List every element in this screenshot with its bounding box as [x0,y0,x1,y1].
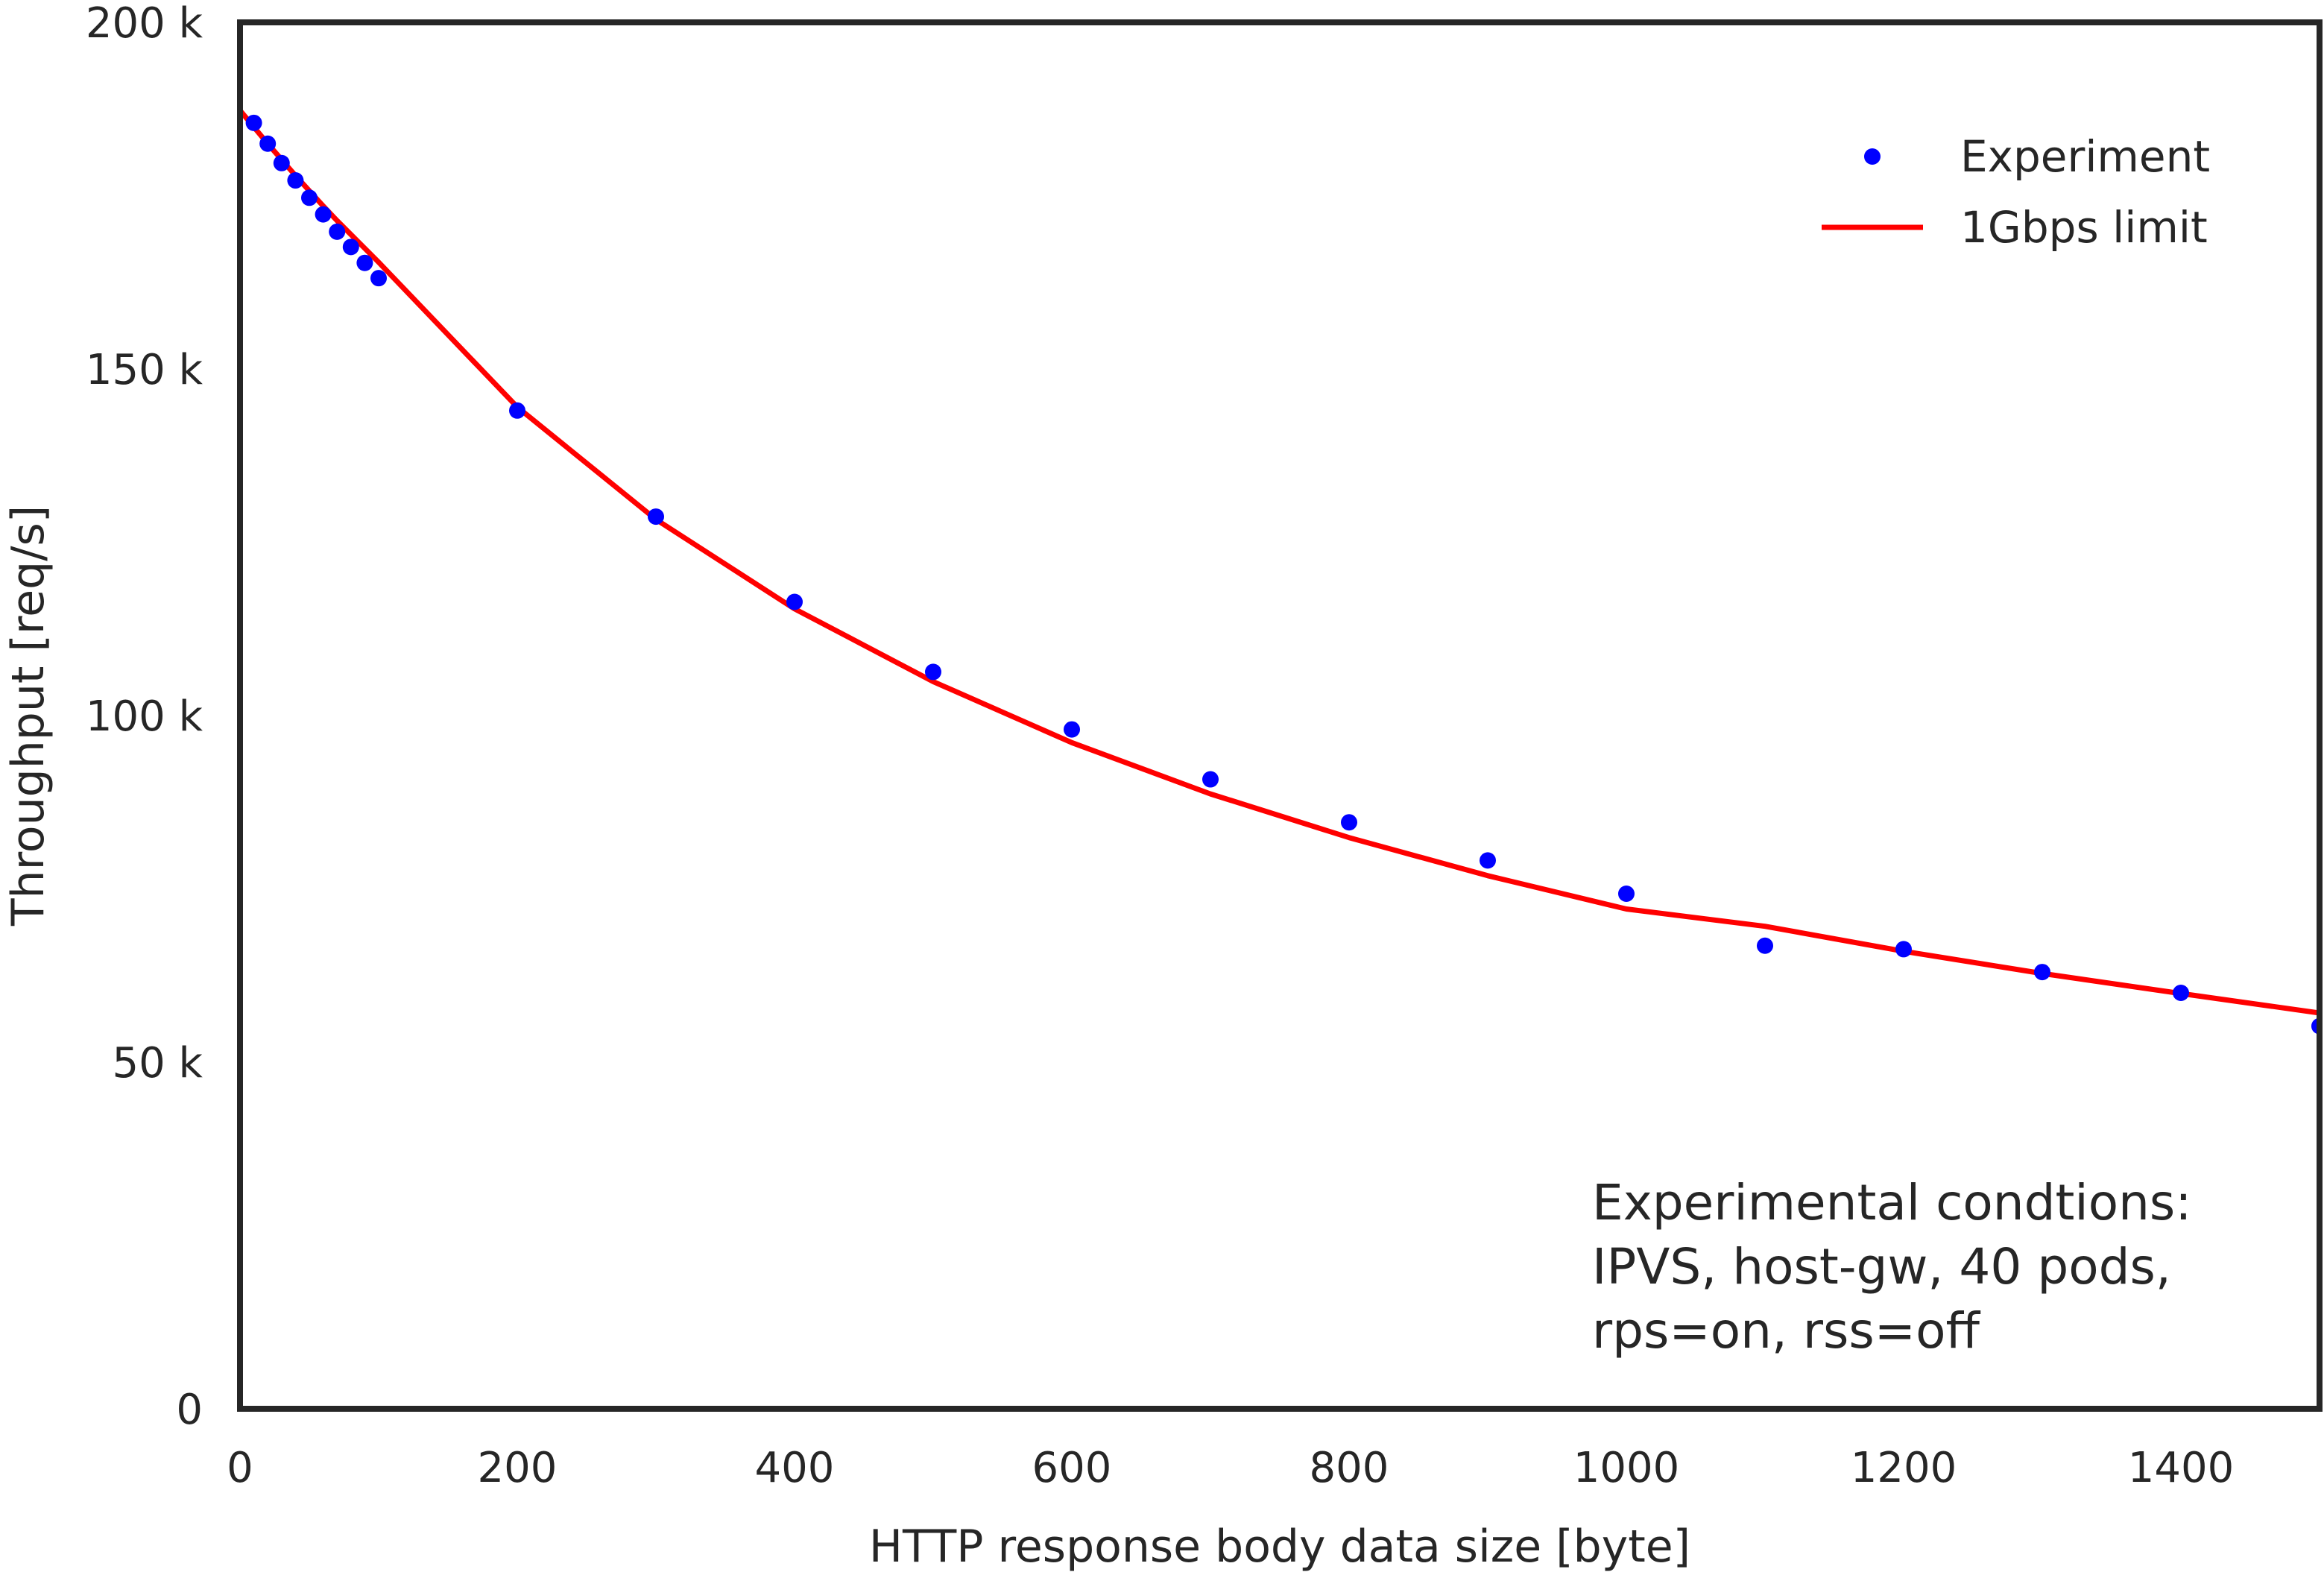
data-point-experiment [1064,721,1080,738]
x-tick-label: 1400 [2128,1444,2235,1492]
marks-layer [240,107,2320,1035]
data-point-experiment [925,663,941,681]
data-point-experiment [1618,886,1635,903]
data-point-experiment [370,270,387,287]
legend-label-1gbps-limit: 1Gbps limit [1960,202,2208,253]
data-point-experiment [786,593,803,610]
plot-frame [237,19,2323,1412]
x-axis-label: HTTP response body data size [byte] [869,1521,1690,1572]
y-tick-label: 50 k [113,1039,203,1088]
x-tick-label: 200 [478,1444,558,1492]
data-point-experiment [315,206,332,223]
x-tick-label: 400 [755,1444,835,1492]
data-point-experiment [1341,814,1357,831]
y-tick-labels: 0 50 k 100 k 150 k 200 k [86,0,203,1434]
legend-label-experiment: Experiment [1960,131,2210,182]
annotation-line: rps=on, rss=off [1592,1302,1980,1360]
annotation-line: Experimental condtions: [1592,1174,2192,1231]
data-point-experiment [259,135,277,152]
data-point-experiment [273,154,290,171]
y-tick-label: 150 k [86,346,203,394]
data-point-experiment [2034,964,2050,981]
y-axis-label: Throughput [req/s] [2,505,54,927]
data-point-experiment [356,254,373,271]
y-tick-label: 200 k [86,0,203,48]
legend: Experiment 1Gbps limit [1822,131,2210,253]
data-point-experiment [287,172,304,189]
data-point-experiment [1202,771,1219,788]
x-tick-label: 1200 [1851,1444,1957,1492]
data-point-experiment [1757,937,1773,954]
data-point-experiment [509,402,525,419]
data-point-experiment [245,114,262,131]
x-tick-label: 800 [1310,1444,1389,1492]
x-tick-label: 0 [227,1444,253,1492]
data-point-experiment [1895,941,1912,958]
legend-marker-experiment [1864,148,1881,165]
y-tick-label: 0 [176,1386,203,1434]
annotation-line: IPVS, host-gw, 40 pods, [1592,1238,2171,1295]
data-point-experiment [342,239,359,256]
data-point-experiment [1480,852,1496,869]
data-point-experiment [329,223,346,240]
x-tick-label: 1000 [1573,1444,1680,1492]
data-point-experiment [648,508,664,525]
x-tick-label: 600 [1032,1444,1112,1492]
x-tick-labels: 0 200 400 600 800 1000 1200 1400 [227,1444,2234,1492]
y-tick-label: 100 k [86,692,203,741]
data-point-experiment [2173,985,2189,1001]
conditions-annotation: Experimental condtions: IPVS, host-gw, 4… [1592,1174,2192,1360]
data-point-experiment [301,189,318,206]
